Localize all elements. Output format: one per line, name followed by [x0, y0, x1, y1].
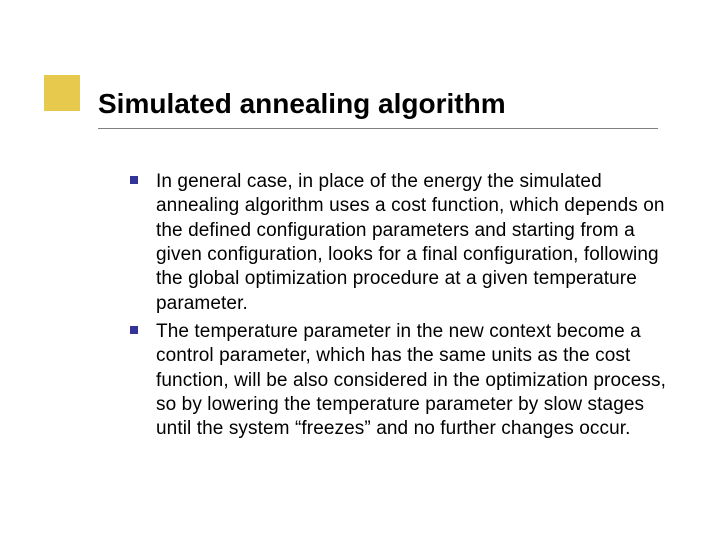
item-text: The temperature parameter in the new con… [156, 320, 670, 442]
square-bullet-icon [130, 326, 138, 334]
list-item: In general case, in place of the energy … [130, 170, 670, 316]
slide-title: Simulated annealing algorithm [98, 88, 506, 120]
square-bullet-icon [130, 176, 138, 184]
list-item: The temperature parameter in the new con… [130, 320, 670, 442]
accent-square [44, 75, 80, 111]
title-underline [98, 128, 658, 129]
body-content: In general case, in place of the energy … [130, 170, 670, 445]
slide: Simulated annealing algorithm In general… [0, 0, 720, 540]
item-text: In general case, in place of the energy … [156, 170, 670, 316]
